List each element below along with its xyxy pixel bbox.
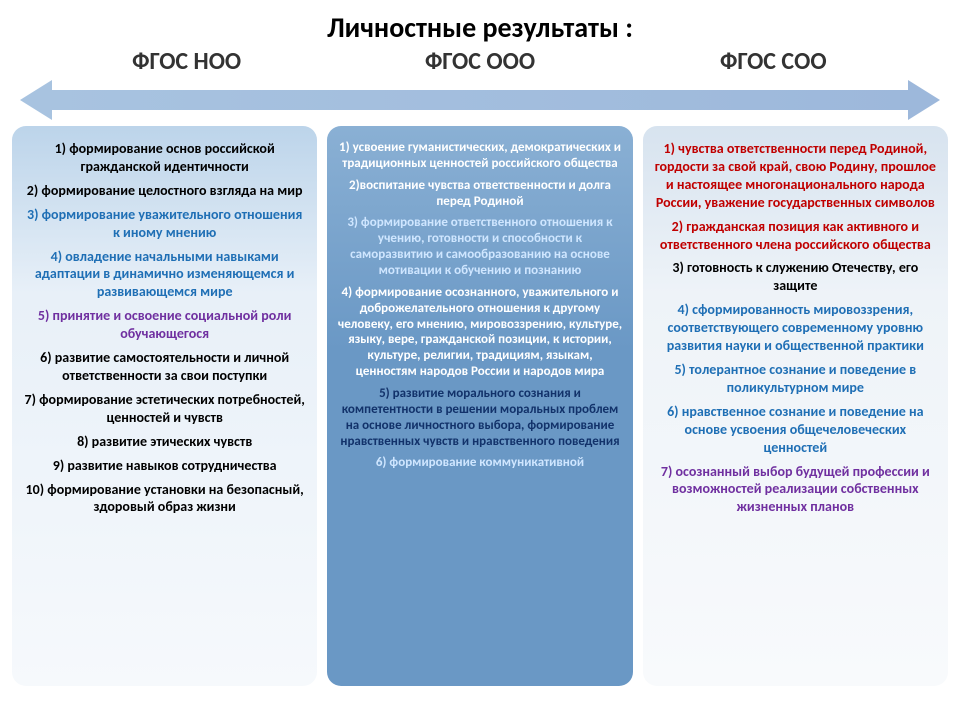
list-item: 1) формирование основ российской граждан… [22,140,307,176]
column-0: 1) формирование основ российской граждан… [12,126,317,686]
list-item: 4) сформированность мировоззрения, соотв… [653,301,938,355]
horizontal-arrow [20,80,940,120]
list-item: 1) усвоение гуманистических, демократиче… [337,140,622,172]
list-item: 6) развитие самостоятельности и личной о… [22,349,307,385]
header-soo: ФГОС СОО [628,47,918,76]
list-item: 3) формирование ответственного отношения… [337,215,622,278]
list-item: 3) формирование уважительного отношения … [22,206,307,242]
list-item: 4) овладение начальными навыками адаптац… [22,248,307,302]
list-item: 9) развитие навыков сотрудничества [22,457,307,475]
list-item: 7) осознанный выбор будущей профессии и … [653,463,938,517]
list-item: 2)воспитание чувства ответственности и д… [337,178,622,210]
column-headers: ФГОС НОО ФГОС ООО ФГОС СОО [0,47,960,80]
arrow-right-head [908,80,940,120]
list-item: 2) гражданская позиция как активного и о… [653,218,938,254]
list-item: 5) принятие и освоение социальной роли о… [22,307,307,343]
list-item: 5) толерантное сознание и поведение в по… [653,361,938,397]
list-item: 6) нравственное сознание и поведение на … [653,403,938,457]
arrow-left-head [20,80,52,120]
header-ooo: ФГОС ООО [335,47,625,76]
column-1: 1) усвоение гуманистических, демократиче… [327,126,632,686]
list-item: 5) развитие морального сознания и компет… [337,386,622,449]
list-item: 8) развитие этических чувств [22,433,307,451]
header-noo: ФГОС НОО [41,47,331,76]
page-title: Личностные результаты : [0,0,960,47]
arrow-bar [50,90,910,110]
list-item: 7) формирование эстетических потребносте… [22,391,307,427]
columns-container: 1) формирование основ российской граждан… [0,126,960,686]
list-item: 3) готовность к служению Отечеству, его … [653,259,938,295]
column-2: 1) чувства ответственности перед Родиной… [643,126,948,686]
list-item: 4) формирование осознанного, уважительно… [337,285,622,380]
list-item: 2) формирование целостного взгляда на ми… [22,182,307,200]
list-item: 10) формирование установки на безопасный… [22,481,307,517]
list-item: 6) формирование коммуникативной [337,455,622,471]
list-item: 1) чувства ответственности перед Родиной… [653,140,938,212]
